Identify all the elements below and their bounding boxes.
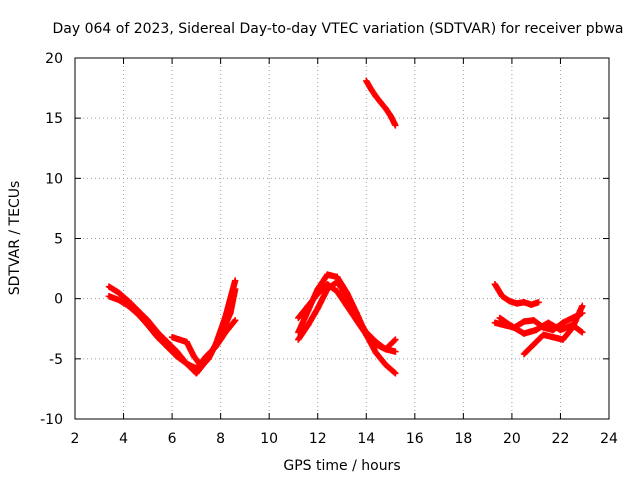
series-track-4a <box>491 281 542 308</box>
x-tick-label: 4 <box>119 431 128 447</box>
x-axis-label: GPS time / hours <box>283 458 400 474</box>
data-point <box>392 122 399 129</box>
data-point <box>392 370 399 377</box>
x-tick-label: 10 <box>260 431 278 447</box>
data-point <box>579 329 586 336</box>
data-point <box>392 336 399 343</box>
data-point <box>232 285 239 293</box>
series-track-4d <box>496 314 586 337</box>
y-tick-label: 20 <box>45 51 63 67</box>
data-point <box>391 369 398 376</box>
x-tick-label: 8 <box>216 431 225 447</box>
data-point <box>231 318 238 325</box>
x-tick-label: 22 <box>552 431 570 447</box>
x-tick-label: 24 <box>600 431 618 447</box>
y-tick-label: 10 <box>45 171 63 187</box>
y-tick-label: -5 <box>49 352 63 368</box>
data-point <box>232 317 239 324</box>
chart-title: Day 064 of 2023, Sidereal Day-to-day VTE… <box>52 21 623 37</box>
grid <box>75 58 609 419</box>
axis-ticks <box>74 57 610 420</box>
data-point <box>535 299 542 306</box>
y-tick-label: 5 <box>54 232 63 248</box>
y-tick-label: 15 <box>45 111 63 127</box>
x-tick-label: 2 <box>71 431 80 447</box>
series-track-1c <box>168 285 239 370</box>
series-track-2c <box>295 281 399 353</box>
x-tick-labels: 2 4 6 8 10 12 14 16 18 20 22 24 <box>71 431 618 447</box>
x-tick-label: 18 <box>454 431 472 447</box>
y-axis-label: SDTVAR / TECUs <box>7 181 23 296</box>
data-points <box>105 77 586 377</box>
y-tick-labels: -10 -5 0 5 10 15 20 <box>40 51 63 428</box>
series-track-1b <box>105 293 239 372</box>
series-track-4c <box>520 302 586 358</box>
x-tick-label: 16 <box>406 431 424 447</box>
y-tick-label: -10 <box>40 412 63 428</box>
x-tick-label: 12 <box>309 431 327 447</box>
data-point <box>232 277 239 284</box>
data-point <box>578 328 585 335</box>
data-point <box>579 302 586 310</box>
x-tick-label: 14 <box>357 431 375 447</box>
x-tick-label: 20 <box>503 431 521 447</box>
x-tick-label: 6 <box>168 431 177 447</box>
series-track-3 <box>363 77 399 129</box>
data-point <box>391 337 398 344</box>
data-point <box>392 348 399 355</box>
y-tick-label: 0 <box>54 292 63 308</box>
